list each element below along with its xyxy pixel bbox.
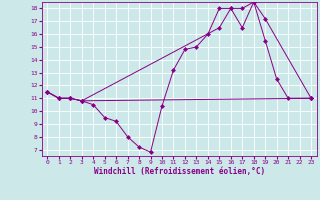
X-axis label: Windchill (Refroidissement éolien,°C): Windchill (Refroidissement éolien,°C) bbox=[94, 167, 265, 176]
